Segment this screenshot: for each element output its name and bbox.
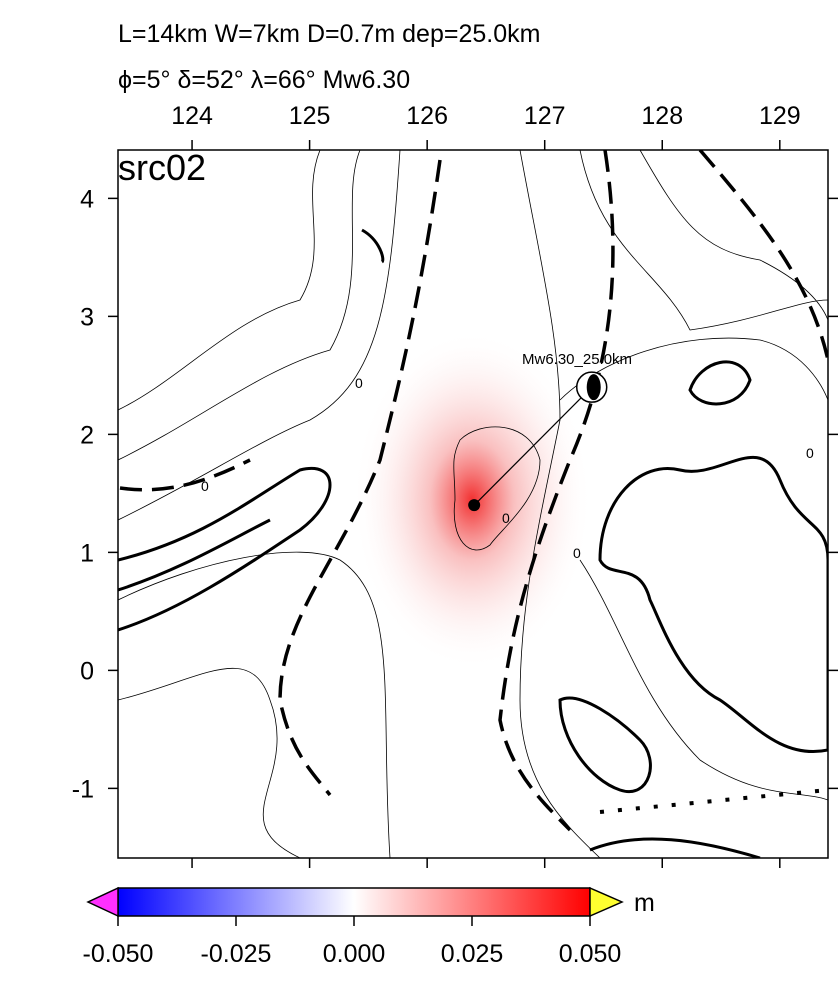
y-tick-label: -1 [72, 775, 94, 803]
panel-label: src02 [118, 147, 206, 188]
contour [519, 150, 601, 858]
contour [688, 360, 752, 406]
contour [118, 150, 361, 461]
contour [579, 559, 828, 801]
colorbar-over [589, 886, 624, 918]
subtitle: ϕ=5° δ=52° λ=66° Mw6.30 [118, 66, 410, 94]
colorbar-tick-label: -0.050 [83, 940, 154, 968]
y-tick-label: 4 [80, 185, 94, 213]
contour [361, 228, 385, 264]
contour [453, 426, 541, 551]
contour [598, 456, 828, 753]
contour-label: 0 [573, 545, 581, 561]
colorbar-unit: m [634, 889, 655, 917]
contour [118, 150, 401, 521]
contour [579, 150, 828, 331]
dashed-contour [119, 458, 251, 492]
x-tick-label: 127 [524, 102, 566, 130]
contour [118, 518, 271, 592]
x-tick-label: 125 [289, 102, 331, 130]
x-tick-label: 124 [171, 102, 213, 130]
colorbar-tick-label: 0.025 [441, 940, 504, 968]
contour [558, 696, 652, 794]
contour-label: 0 [502, 510, 510, 526]
colorbar-tick-label: -0.025 [201, 940, 272, 968]
beachball-fill [586, 374, 601, 401]
colorbar-tick-label: 0.050 [559, 940, 622, 968]
contour-label: 0 [806, 445, 814, 461]
colorbar [117, 887, 591, 917]
y-tick-label: 1 [80, 539, 94, 567]
contour [118, 667, 301, 858]
y-tick-label: 0 [80, 657, 94, 685]
contour [118, 150, 321, 411]
colorbar-tick-label: 0.000 [323, 940, 386, 968]
source-point [468, 499, 481, 512]
contour [559, 337, 828, 401]
x-tick-label: 126 [406, 102, 448, 130]
dotted-line [599, 788, 828, 814]
colorbar-under [86, 886, 119, 918]
source-link [473, 386, 593, 506]
title: L=14km W=7km D=0.7m dep=25.0km [118, 20, 540, 48]
contour [118, 467, 332, 632]
map-frame [117, 149, 829, 859]
x-tick-label: 129 [759, 102, 801, 130]
contour-label: 0 [355, 375, 363, 391]
y-tick-label: 3 [80, 303, 94, 331]
contour [639, 150, 828, 321]
dashed-contour [278, 159, 442, 797]
dashed-contour [698, 150, 828, 361]
contour-label: 0 [201, 478, 209, 494]
annotation: Mw6.30_25.0km [522, 351, 632, 368]
y-tick-label: 2 [80, 421, 94, 449]
x-tick-label: 128 [641, 102, 683, 130]
contour [118, 551, 391, 858]
contour [589, 837, 761, 858]
